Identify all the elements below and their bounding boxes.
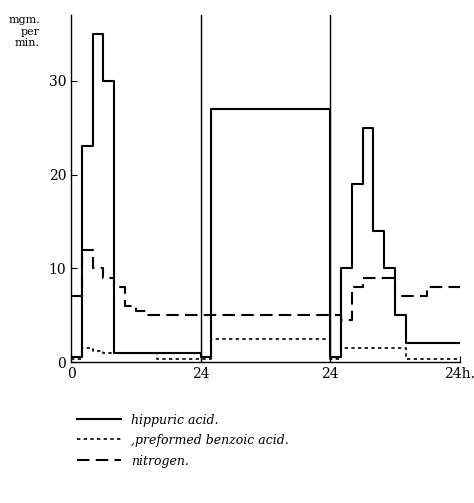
Y-axis label: mgm.
per
min.: mgm. per min. xyxy=(8,15,40,48)
Legend: hippuric acid., ,preformed benzoic acid., nitrogen.: hippuric acid., ,preformed benzoic acid.… xyxy=(77,413,289,467)
